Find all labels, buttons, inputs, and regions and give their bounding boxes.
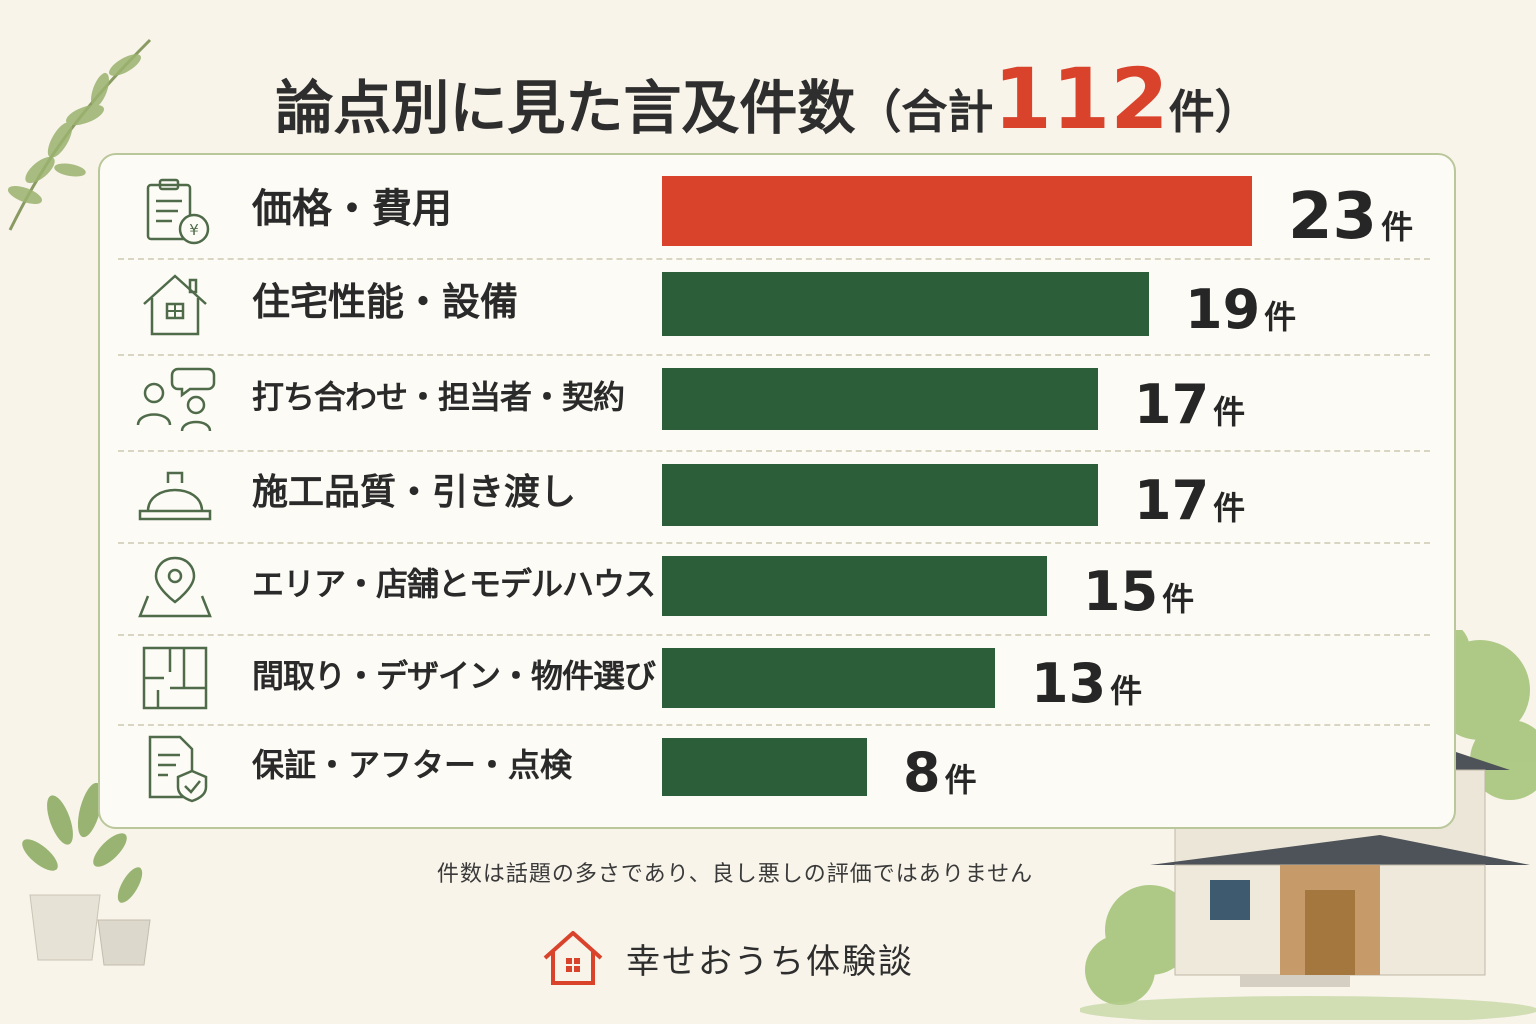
house-icon [134,268,216,340]
plant-branch-illustration [7,38,152,231]
value-number: 19 [1185,278,1261,341]
value-unit: 件 [1110,672,1143,710]
value-label: 15 件 [1083,565,1194,619]
value-number: 8 [903,741,941,804]
brand-name: 幸せおうち体験談 [626,941,914,982]
bar [662,738,867,796]
value-number: 13 [1031,652,1107,715]
hard-hat-icon [134,459,216,531]
svg-text:¥: ¥ [189,221,199,239]
row-separator [118,542,1430,544]
category-label: 住宅性能・設備 [252,280,519,324]
row-separator [118,634,1430,636]
value-unit: 件 [1213,393,1246,431]
invoice-yen-icon: ¥ [134,175,216,247]
value-unit: 件 [944,761,977,799]
document-shield-icon [134,731,216,803]
title-total: 112 [993,50,1169,148]
bar [662,556,1047,616]
value-label: 19 件 [1185,283,1296,337]
title-paren-open: （合計 [855,85,994,139]
value-label: 17 件 [1134,474,1245,528]
value-label: 17 件 [1134,378,1245,432]
floor-plan-icon [134,642,216,714]
bar [662,648,995,708]
potted-plants-illustration [22,782,151,966]
house-logo-icon [543,931,603,985]
category-label: 間取り・デザイン・物件選び [252,657,656,695]
value-label: 23 件 [1288,185,1413,249]
bar [662,464,1098,526]
map-pin-icon [134,550,216,622]
title-main: 論点別に見た言及件数 [275,74,856,142]
row-separator [118,450,1430,452]
row-separator [118,724,1430,726]
value-unit: 件 [1162,580,1195,618]
title-unit: 件 [1168,85,1215,139]
value-number: 15 [1083,560,1159,623]
bar [662,176,1252,246]
value-unit: 件 [1213,489,1246,527]
bar [662,272,1149,336]
people-chat-icon [134,363,216,435]
category-label: 保証・アフター・点検 [252,746,573,784]
value-number: 17 [1134,373,1210,436]
category-label: 打ち合わせ・担当者・契約 [252,378,625,416]
category-label: エリア・店舗とモデルハウス [252,565,656,603]
chart-title: 論点別に見た言及件数（合計112件） [0,50,1536,148]
value-unit: 件 [1381,208,1414,246]
title-paren-close: ） [1214,85,1261,139]
category-label: 施工品質・引き渡し [252,472,577,513]
bar [662,368,1098,430]
value-number: 23 [1288,180,1378,254]
row-separator [118,258,1430,260]
row-separator [118,354,1430,356]
value-label: 13 件 [1031,657,1142,711]
value-number: 17 [1134,469,1210,532]
category-label: 価格・費用 [252,186,452,232]
value-unit: 件 [1264,298,1297,336]
brand: 幸せおうち体験談 [540,926,914,990]
chart-note: 件数は話題の多さであり、良し悪しの評価ではありません [436,862,1034,887]
